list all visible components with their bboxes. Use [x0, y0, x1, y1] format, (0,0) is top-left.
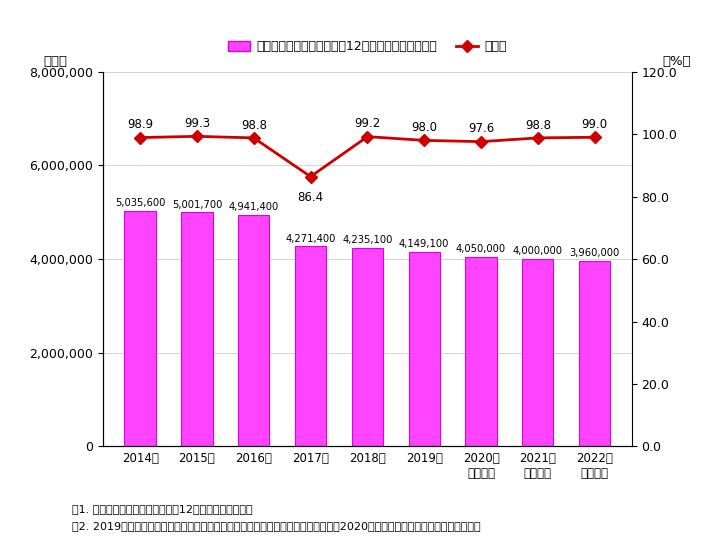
- Text: 4,149,100: 4,149,100: [399, 239, 450, 250]
- Text: （%）: （%）: [662, 55, 691, 68]
- Legend: 自動販売機普及台数（各年12月末現在の累計台数）, 前年比: 自動販売機普及台数（各年12月末現在の累計台数）, 前年比: [228, 40, 507, 53]
- Text: 86.4: 86.4: [297, 190, 324, 204]
- Text: 99.2: 99.2: [354, 117, 380, 130]
- Bar: [238, 215, 270, 447]
- Text: 4,050,000: 4,050,000: [456, 244, 506, 254]
- Bar: [579, 261, 610, 447]
- Text: 98.8: 98.8: [525, 119, 551, 132]
- Text: 98.9: 98.9: [127, 118, 153, 131]
- Bar: [181, 212, 213, 447]
- Text: 4,941,400: 4,941,400: [228, 202, 279, 213]
- Text: 4,235,100: 4,235,100: [342, 236, 393, 245]
- Text: 97.6: 97.6: [468, 123, 494, 136]
- Bar: [522, 259, 554, 447]
- Bar: [466, 257, 497, 447]
- Text: 注1. 自動販売機の普及台数は各年12月末現在の累計台数: 注1. 自動販売機の普及台数は各年12月末現在の累計台数: [72, 504, 253, 514]
- Text: 3,960,000: 3,960,000: [570, 249, 620, 258]
- Text: （台）: （台）: [43, 55, 68, 68]
- Bar: [352, 248, 383, 447]
- Text: 99.3: 99.3: [184, 117, 210, 130]
- Text: 98.8: 98.8: [241, 119, 267, 132]
- Text: 注2. 2019年までは一般社団法人日本自動販売システム機械工業会データより引用、2020年以降は矢野経済研究所見込・予測値: 注2. 2019年までは一般社団法人日本自動販売システム機械工業会データより引用…: [72, 521, 481, 532]
- Text: 99.0: 99.0: [581, 118, 608, 131]
- Bar: [295, 246, 326, 447]
- Text: 4,000,000: 4,000,000: [513, 246, 562, 257]
- Bar: [124, 210, 155, 447]
- Text: 5,035,600: 5,035,600: [115, 198, 166, 208]
- Text: 5,001,700: 5,001,700: [172, 200, 222, 210]
- Bar: [408, 252, 440, 447]
- Text: 98.0: 98.0: [411, 121, 437, 134]
- Text: 4,271,400: 4,271,400: [286, 234, 335, 244]
